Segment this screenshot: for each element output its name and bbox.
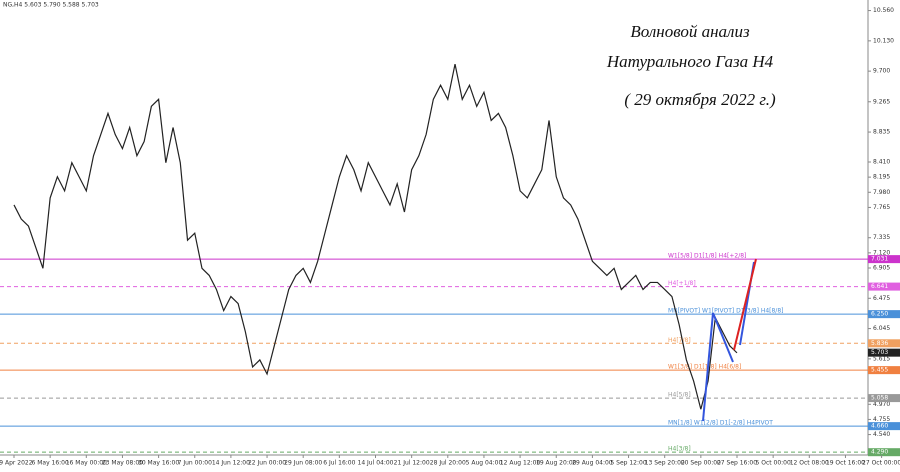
header: NG,H4 5.603 5.790 5.588 5.703: [3, 2, 99, 9]
x-tick-label: 5 Sep 12:00: [610, 460, 646, 467]
current-price-label: 5.703: [871, 349, 888, 356]
forecast-arrow: [733, 258, 757, 351]
y-tick-label: 8.195: [873, 174, 890, 181]
y-tick-label: 7.120: [873, 249, 890, 256]
x-tick-label: 30 May 16:00: [138, 460, 179, 467]
price-box: [868, 448, 900, 457]
y-tick-label: 10.560: [873, 7, 894, 14]
x-tick-label: 19 Aug 20:00: [536, 460, 577, 467]
price-box-label: 5.836: [871, 340, 888, 347]
price-box-label: 5.058: [871, 395, 888, 402]
y-tick-label: 4.540: [873, 431, 890, 438]
x-tick-label: 21 Jul 12:00: [394, 460, 430, 467]
y-tick-label: 6.905: [873, 264, 890, 271]
x-tick-label: 5 Aug 04:00: [466, 460, 503, 467]
price-box: [868, 282, 900, 291]
level-label: H4[3/8]: [668, 446, 691, 453]
price-box-label: 4.660: [871, 423, 888, 430]
price-box: [868, 394, 900, 403]
level-label: H4[7/8]: [668, 337, 691, 344]
y-tick-label: 5.615: [873, 355, 890, 362]
x-tick-label: 27 Sep 16:00: [717, 460, 757, 467]
title-line: Натурального Газа H4: [606, 52, 774, 71]
price-box-label: 6.641: [871, 283, 888, 290]
price-box-label: 4.290: [871, 449, 888, 456]
x-tick-label: 29 Jun 08:00: [284, 460, 322, 467]
y-tick-label: 6.475: [873, 295, 890, 302]
x-tick-label: 29 Apr 2022: [0, 460, 33, 467]
price-box: [868, 339, 900, 348]
y-tick-label: 7.980: [873, 189, 890, 196]
level-label: H4[5/8]: [668, 392, 691, 399]
price-box: [868, 422, 900, 431]
x-tick-label: 28 Jul 20:00: [430, 460, 466, 467]
price-box: [868, 255, 900, 264]
x-tick-label: 13 Sep 20:00: [645, 460, 685, 467]
x-tick-label: 19 Oct 16:00: [826, 460, 865, 467]
plot: 10.560 10.130 9.700 9.265 8.835 8.410 8.195 7.9…: [0, 7, 900, 467]
x-tick-label: 6 May 16:00: [31, 460, 69, 467]
price-box-label: 5.455: [871, 367, 888, 374]
x-tick-label: 12 Aug 12:00: [500, 460, 541, 467]
x-tick-label: 23 May 08:00: [102, 460, 143, 467]
x-tick-label: 12 Oct 08:00: [790, 460, 829, 467]
level-label: MN[PIVOT] W1[PIVOT] D1[3/8] H4[8/8]: [668, 308, 784, 315]
level-label: MN[1/8] W1[2/8] D1[-2/8] H4PIVOT: [668, 420, 773, 427]
x-tick-label: 14 Jul 04:00: [358, 460, 394, 467]
price-box-label: 7.031: [871, 256, 888, 263]
price-box: [868, 310, 900, 319]
x-tick-label: 5 Oct 00:00: [756, 460, 791, 467]
level-label: W1[3/8] D1[1/8] H4[6/8]: [668, 364, 741, 371]
x-tick-label: 16 May 00:00: [66, 460, 107, 467]
y-tick-label: 4.970: [873, 401, 890, 408]
y-tick-label: 7.335: [873, 234, 890, 241]
y-tick-label: 8.410: [873, 158, 890, 165]
x-tick-label: 14 Jun 12:00: [212, 460, 250, 467]
current-price-box: [868, 348, 900, 357]
price-box: [868, 366, 900, 375]
wave-line: [712, 312, 734, 363]
price-box-label: 6.250: [871, 311, 888, 318]
y-tick-label: 4.755: [873, 416, 890, 423]
y-tick-label: 7.765: [873, 204, 890, 211]
y-tick-label: 10.130: [873, 37, 894, 44]
y-tick-label: 8.835: [873, 129, 890, 136]
level-label: W1[5/8] D1[1/8] H4[+2/8]: [668, 253, 746, 260]
x-tick-label: 20 Sep 00:00: [681, 460, 721, 467]
x-tick-label: 7 Jun 00:00: [178, 460, 212, 467]
y-tick-label: 9.265: [873, 98, 890, 105]
x-tick-label: 27 Oct 00:00: [862, 460, 900, 467]
x-tick-label: 6 Jul 16:00: [323, 460, 355, 467]
y-tick-label: 6.045: [873, 325, 890, 332]
x-tick-label: 29 Aug 04:00: [572, 460, 613, 467]
wave-line: [702, 312, 714, 422]
price-line: [13, 63, 738, 410]
x-tick-label: 22 Jun 00:00: [248, 460, 286, 467]
title-line: ( 29 октября 2022 г.): [624, 90, 776, 109]
title-line: Волновой анализ: [630, 22, 750, 41]
level-label: H4[+1/8]: [668, 280, 696, 287]
y-tick-label: 9.700: [873, 68, 890, 75]
